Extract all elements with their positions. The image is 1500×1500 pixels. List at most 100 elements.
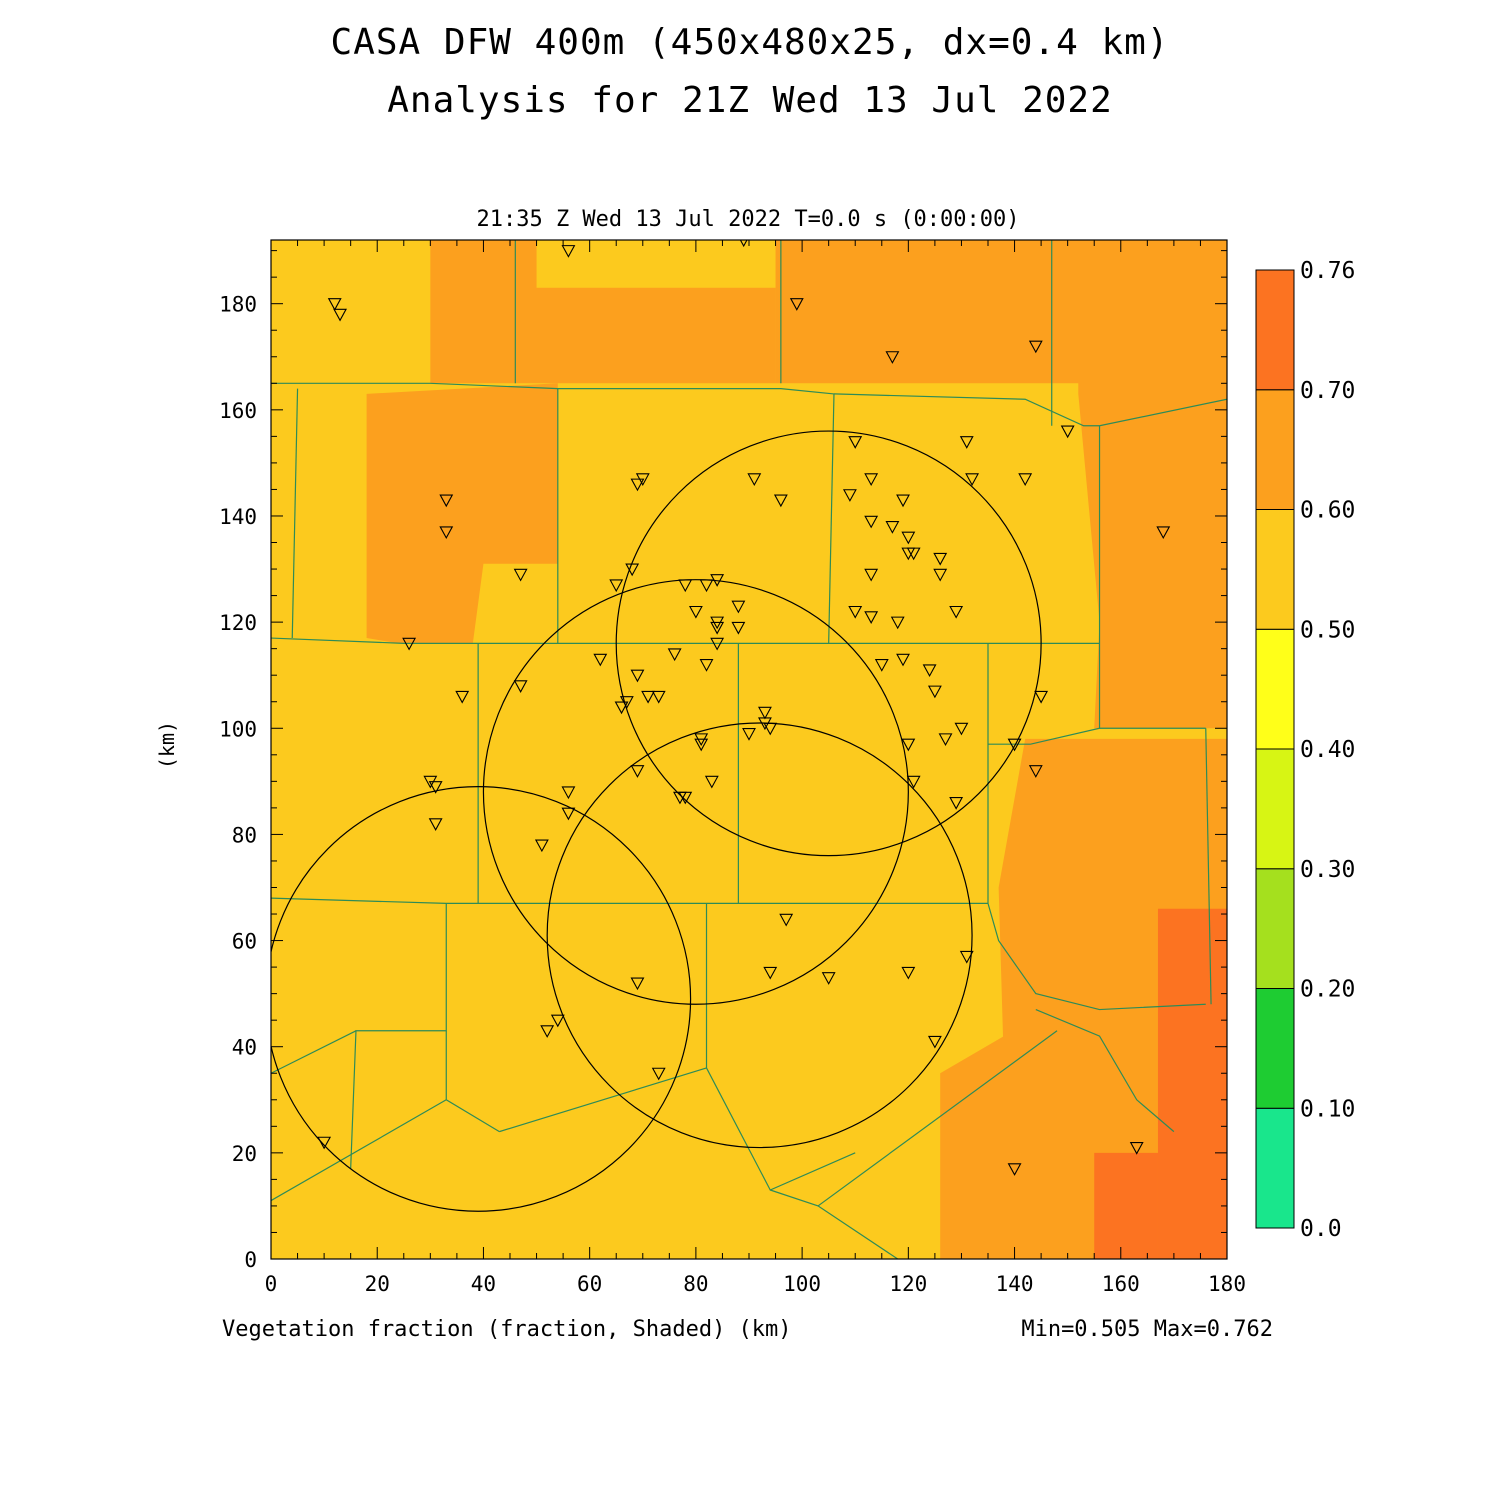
station-marker [758, 706, 772, 720]
county-boundary [271, 1099, 447, 1202]
x-tick-label: 120 [889, 1272, 927, 1296]
station-marker [428, 818, 443, 831]
station-marker [927, 685, 942, 699]
station-marker [885, 351, 900, 364]
chart-title: CASA DFW 400m (450x480x25, dx=0.4 km) [330, 22, 1170, 63]
colorbar-segment [1255, 269, 1295, 391]
station-marker [327, 298, 342, 311]
colorbar-label: 0.0 [1300, 1216, 1342, 1242]
station-marker [402, 637, 417, 651]
station-marker [678, 579, 693, 593]
station-marker [428, 781, 443, 794]
station-marker [773, 494, 788, 508]
x-tick-label: 40 [471, 1272, 496, 1296]
station-marker [534, 839, 549, 853]
station-marker [1007, 738, 1022, 752]
station-marker [704, 775, 719, 789]
county-boundary [271, 897, 988, 905]
station-marker [513, 680, 528, 693]
station-marker [694, 738, 709, 752]
colorbar-label: 0.40 [1300, 737, 1355, 763]
x-tick-label: 140 [996, 1272, 1034, 1296]
county-boundary [271, 1030, 357, 1074]
x-tick-label: 100 [783, 1272, 821, 1296]
y-axis-label: (km) [155, 721, 179, 769]
colorbar-segment [1255, 988, 1295, 1109]
station-marker [614, 701, 629, 715]
colorbar-segment [1255, 1107, 1295, 1229]
axes: 0 20 40 60 80 100 120 140 160 180 0 20 40 60 80 100 120 1… [219, 240, 1246, 1296]
y-tick-label: 160 [219, 399, 257, 423]
station-marker [688, 605, 703, 619]
shaded-region [1157, 908, 1227, 1259]
station-marker [1028, 765, 1043, 778]
station-marker [927, 1035, 942, 1049]
station-marker [864, 473, 879, 486]
station-marker [938, 733, 953, 747]
station-marker [906, 775, 921, 789]
station-marker [699, 579, 714, 593]
y-tick-label: 0 [244, 1248, 257, 1272]
station-marker [561, 245, 576, 258]
county-boundary [1035, 1009, 1175, 1133]
station-marker [842, 489, 857, 502]
station-marker [550, 1014, 565, 1028]
station-marker [954, 722, 969, 736]
colorbar-label: 0.70 [1300, 378, 1355, 404]
county-boundary [987, 643, 1206, 1011]
station-marker [874, 659, 889, 672]
county-boundary [817, 1030, 1058, 1207]
station-marker [906, 547, 921, 561]
station-marker [1060, 425, 1075, 439]
station-marker [513, 568, 528, 582]
station-marker [1018, 473, 1033, 486]
station-marker [651, 690, 666, 704]
colorbar-segment [1255, 748, 1295, 870]
y-tick-label: 100 [219, 717, 257, 741]
station-marker [710, 637, 725, 651]
minmax-label: Min=0.505 Max=0.762 [1021, 1317, 1273, 1342]
station-marker [821, 972, 836, 985]
colorbar-label: 0.30 [1300, 857, 1355, 883]
station-marker [710, 574, 725, 587]
colorbar-label: 0.60 [1300, 498, 1355, 524]
range-ring [546, 722, 973, 1149]
colorbar: 0.0 0.10 0.20 0.30 0.40 0.50 0.60 0.70 0.76 [1255, 258, 1355, 1242]
station-marker [593, 653, 608, 667]
shaded-region [366, 383, 558, 644]
county-boundary [499, 1067, 707, 1133]
chart-subtitle: Analysis for 21Z Wed 13 Jul 2022 [387, 80, 1113, 121]
station-marker [848, 605, 863, 619]
colorbar-segment [1255, 868, 1295, 989]
x-tick-label: 160 [1102, 1272, 1140, 1296]
station-marker [864, 568, 879, 582]
county-boundary [291, 388, 299, 639]
x-tick-label: 0 [265, 1272, 278, 1296]
station-marker [609, 579, 624, 593]
station-marker [763, 966, 778, 980]
station-marker [890, 616, 905, 630]
station-marker [439, 494, 454, 508]
colorbar-segment [1255, 389, 1295, 510]
station-marker [779, 913, 794, 927]
x-tick-label: 80 [683, 1272, 708, 1296]
county-boundary [271, 637, 1100, 644]
county-boundary [988, 425, 1101, 745]
y-tick-label: 120 [219, 611, 257, 635]
station-marker [439, 526, 454, 540]
station-marker [864, 515, 879, 529]
station-marker [630, 669, 645, 683]
x-tick-label: 60 [577, 1272, 602, 1296]
station-marker [731, 600, 746, 614]
colorbar-label: 0.76 [1300, 258, 1355, 284]
station-marker [949, 605, 964, 619]
colorbar-segment [1255, 509, 1295, 630]
shaded-region [1094, 1152, 1158, 1259]
station-marker [959, 950, 974, 964]
station-marker [763, 722, 778, 736]
range-ring [482, 579, 909, 1005]
colorbar-segment [1255, 628, 1295, 750]
station-marker [630, 977, 645, 991]
station-marker [561, 807, 576, 821]
station-marker [933, 552, 948, 566]
